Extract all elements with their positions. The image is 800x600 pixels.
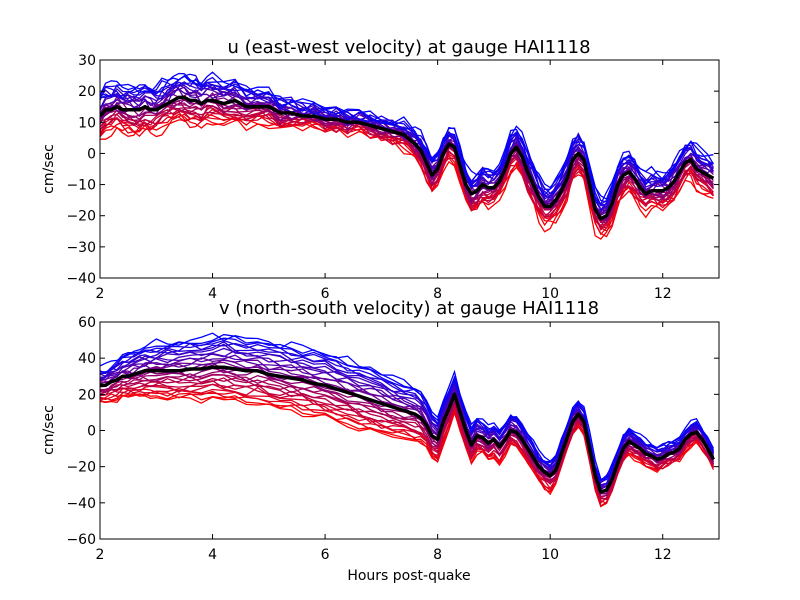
u-panel-title: u (east-west velocity) at gauge HAI1118 [227, 37, 590, 58]
v-axis-ticks: 2 4 6 8 10 12 −60 −40 −20 0 20 40 60 [66, 315, 719, 563]
v-ensemble-lines [100, 332, 715, 508]
v-panel-ylabel: cm/sec [41, 405, 57, 455]
v-ytick-label: 20 [78, 387, 96, 403]
v-ensemble-line [100, 333, 714, 482]
u-ensemble-lines [100, 71, 714, 240]
v-xtick-label: 10 [541, 547, 559, 563]
v-ytick-label: −40 [66, 496, 96, 512]
v-ensemble-line [100, 361, 714, 491]
u-ytick-label: 10 [78, 115, 96, 131]
v-velocity-panel: v (north-south velocity) at gauge HAI111… [41, 298, 720, 584]
u-velocity-panel: u (east-west velocity) at gauge HAI1118 … [41, 37, 720, 302]
x-axis-label: Hours post-quake [347, 568, 470, 584]
v-ytick-label: 60 [78, 315, 96, 331]
u-plot-frame [99, 59, 720, 279]
u-ensemble-line [100, 71, 714, 201]
u-ytick-label: −20 [66, 209, 96, 225]
u-mean-line-group [100, 95, 715, 221]
u-axis-ticks: 2 4 6 8 10 12 −40 −30 −20 −10 0 10 20 30 [66, 53, 719, 302]
v-xtick-label: 2 [96, 547, 105, 563]
v-xtick-label: 4 [208, 547, 217, 563]
v-ytick-label: 40 [78, 351, 96, 367]
v-mean-line-group [100, 365, 715, 494]
u-panel-ylabel: cm/sec [41, 144, 57, 194]
v-ytick-label: −60 [66, 532, 96, 548]
v-ytick-label: −20 [66, 460, 96, 476]
u-ytick-label: 20 [78, 84, 96, 100]
v-ensemble-line [100, 373, 714, 498]
v-xtick-label: 6 [321, 547, 330, 563]
u-ytick-label: 0 [87, 146, 96, 162]
v-ensemble-line [100, 358, 714, 490]
u-ytick-label: −40 [66, 271, 96, 287]
v-mean-line [100, 365, 715, 494]
u-xtick-label: 4 [208, 286, 217, 302]
v-ensemble-line [100, 332, 714, 481]
u-ensemble-line [100, 113, 714, 232]
u-xtick-label: 10 [541, 286, 559, 302]
u-ytick-label: 30 [78, 53, 96, 69]
u-xtick-label: 12 [654, 286, 672, 302]
u-ytick-label: −30 [66, 240, 96, 256]
u-ensemble-line [100, 72, 714, 205]
v-ytick-label: 0 [87, 424, 96, 440]
u-mean-line [100, 95, 715, 221]
u-ytick-label: −10 [66, 178, 96, 194]
v-ensemble-line [100, 377, 715, 495]
u-ensemble-line [100, 105, 714, 223]
u-xtick-label: 8 [433, 286, 442, 302]
v-ensemble-line [100, 337, 714, 483]
v-panel-title: v (north-south velocity) at gauge HAI111… [219, 298, 599, 319]
u-xtick-label: 2 [96, 286, 105, 302]
u-xtick-label: 6 [321, 286, 330, 302]
v-xtick-label: 12 [654, 547, 672, 563]
v-xtick-label: 8 [433, 547, 442, 563]
